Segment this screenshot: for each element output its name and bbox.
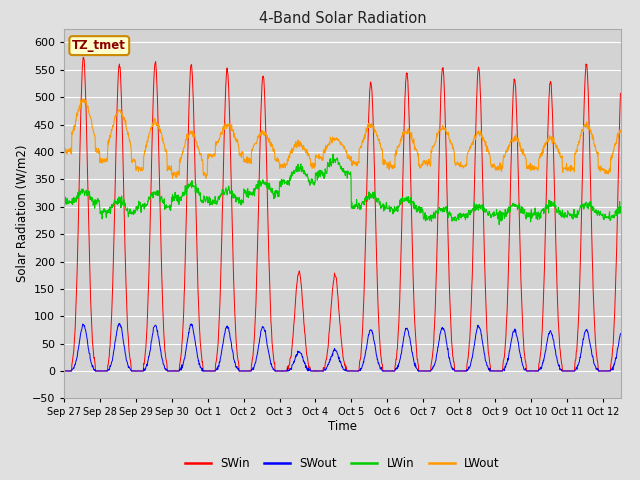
LWin (543, 205, 551, 211)
SWout (616, 331, 624, 336)
SWout (161, 363, 168, 369)
Line: LWin: LWin (64, 154, 620, 225)
LWout (272, 157, 280, 163)
SWout (543, 339, 551, 345)
SWin (482, 295, 490, 300)
LWin (616, 204, 624, 210)
LWout (79, 96, 86, 102)
LWout (221, 120, 229, 126)
LWin (481, 207, 489, 213)
LWout (482, 139, 490, 144)
LWin (160, 201, 168, 206)
Line: SWin: SWin (64, 57, 620, 371)
SWin (616, 90, 624, 96)
SWin (60, 368, 68, 374)
Y-axis label: Solar Radiation (W/m2): Solar Radiation (W/m2) (16, 145, 29, 282)
Line: SWout: SWout (64, 324, 620, 371)
SWin (161, 345, 168, 351)
X-axis label: Time: Time (328, 420, 357, 433)
SWout (60, 368, 68, 374)
SWout (221, 331, 228, 336)
Text: TZ_tmet: TZ_tmet (72, 39, 126, 52)
LWout (543, 136, 551, 142)
LWout (172, 172, 179, 178)
LWout (616, 130, 624, 135)
Legend: SWin, SWout, LWin, LWout: SWin, SWout, LWin, LWout (180, 452, 504, 475)
LWin (495, 222, 503, 228)
SWin (61, 368, 68, 374)
SWout (171, 368, 179, 374)
SWout (115, 321, 123, 326)
SWin (221, 95, 229, 100)
SWout (271, 368, 279, 374)
SWin (172, 368, 179, 374)
LWin (60, 197, 68, 203)
Title: 4-Band Solar Radiation: 4-Band Solar Radiation (259, 11, 426, 26)
Line: LWout: LWout (64, 99, 620, 179)
SWin (543, 143, 551, 148)
LWout (169, 176, 177, 181)
LWout (60, 150, 68, 156)
LWin (170, 197, 178, 203)
SWin (79, 54, 87, 60)
LWin (271, 188, 279, 194)
SWin (272, 368, 280, 374)
LWout (161, 142, 168, 147)
SWout (481, 358, 489, 363)
LWin (221, 190, 228, 196)
LWin (329, 151, 337, 157)
